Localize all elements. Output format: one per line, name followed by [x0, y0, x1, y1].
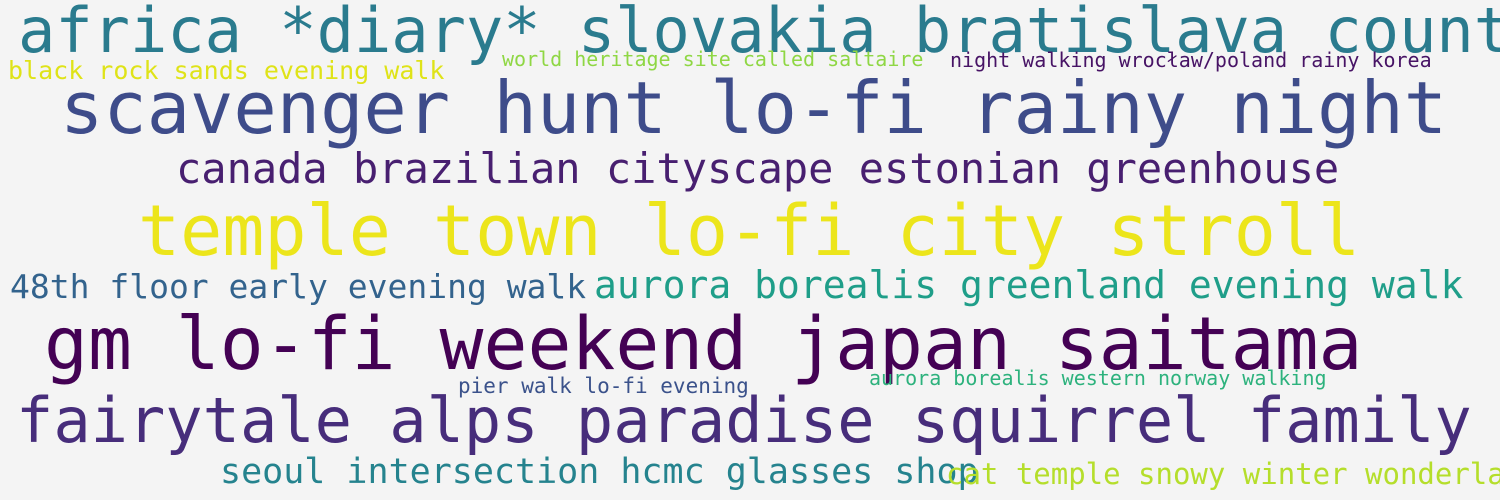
phrase-aurora-greenland: aurora borealis greenland evening walk — [594, 263, 1464, 307]
phrase-black-rock-sands: black rock sands evening walk — [8, 56, 445, 85]
phrase-canada-brazilian: canada brazilian cityscape estonian gree… — [176, 144, 1340, 193]
phrase-africa-diary-slovakia: africa *diary* slovakia bratislava count… — [18, 0, 1500, 67]
phrase-scavenger-hunt: scavenger hunt lo-fi rainy night — [60, 66, 1448, 150]
phrase-pier-walk: pier walk lo-fi evening — [458, 374, 749, 398]
phrase-gm-lofi-weekend: gm lo-fi weekend japan saitama — [44, 302, 1363, 387]
phrase-night-walking-wroclaw: night walking wrocław/poland rainy korea — [950, 48, 1432, 72]
phrase-aurora-norway: aurora borealis western norway walking — [869, 366, 1327, 390]
phrase-cat-temple: cat temple snowy winter wonderland — [946, 457, 1500, 491]
phrase-temple-town: temple town lo-fi city stroll — [138, 190, 1361, 272]
phrase-fairytale-alps: fairytale alps paradise squirrel family — [16, 384, 1472, 457]
phrase-world-heritage-saltaire: world heritage site called saltaire — [502, 47, 924, 71]
phrase-seoul-intersection: seoul intersection hcmc glasses shop — [220, 452, 979, 492]
phrase-48th-floor: 48th floor early evening walk — [10, 267, 587, 306]
